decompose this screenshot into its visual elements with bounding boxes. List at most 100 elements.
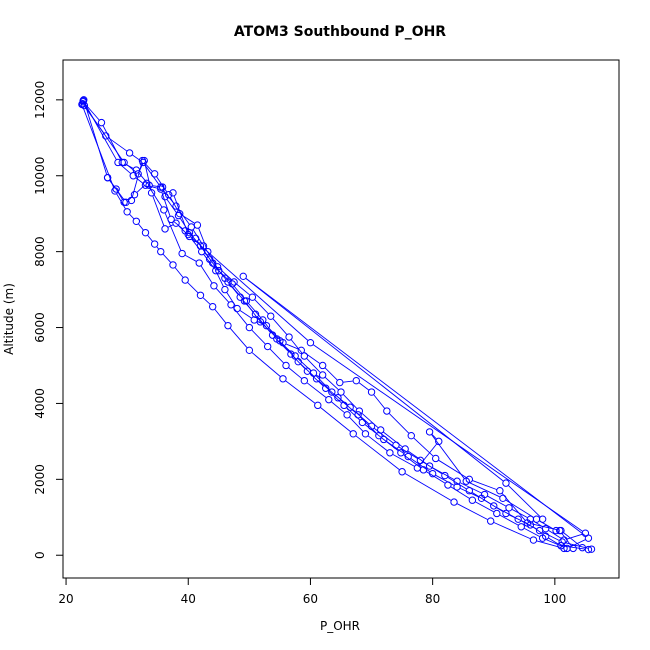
series-7-segment (413, 437, 434, 457)
series-6-point (343, 411, 351, 419)
series-7-point (578, 543, 587, 552)
series-2-point (490, 502, 498, 510)
series-3-point (453, 477, 461, 485)
series-1-segment (564, 545, 586, 550)
series-6-segment (306, 382, 327, 398)
series-2-point (175, 209, 184, 218)
series-3-segment (173, 195, 188, 232)
series-5-point (208, 302, 217, 311)
series-1-point (502, 509, 510, 518)
series-7-segment (343, 380, 353, 383)
series-4-point (444, 481, 452, 489)
series-1-point (428, 469, 437, 478)
series-1-point (251, 310, 260, 318)
series-4-point (239, 272, 247, 281)
series-3-segment (192, 229, 203, 244)
series-6-segment (561, 533, 572, 546)
series-5-segment (214, 309, 227, 324)
series-1-point (303, 367, 312, 375)
series-2-point (392, 441, 400, 449)
x-axis: 20 40 60 80 100 (58, 577, 566, 606)
series-3-point (318, 371, 327, 379)
series-6-point (263, 342, 272, 351)
series-2-point (558, 538, 566, 546)
series-6-point (245, 323, 254, 332)
series-2-segment (198, 228, 207, 249)
series-6-point (499, 494, 507, 503)
series-4-point (397, 449, 405, 457)
series-3-point (125, 149, 134, 157)
x-tick-label: 100 (543, 592, 566, 606)
series-3-point (248, 293, 257, 301)
series-4-point (312, 375, 321, 383)
series-5-segment (174, 267, 184, 278)
series-4-point (584, 534, 593, 542)
series-3-point (480, 490, 489, 499)
series-7-point (134, 170, 142, 178)
series-5-point (279, 375, 287, 383)
series-3-point (306, 339, 315, 347)
series-5-point (529, 536, 538, 544)
series-2-segment (447, 477, 467, 490)
series-4-segment (524, 528, 540, 537)
series-5-point (157, 247, 165, 256)
series-2-point (514, 515, 522, 523)
series-6-point (425, 428, 434, 436)
series-7-segment (438, 459, 467, 478)
series-4-point (517, 523, 525, 531)
series-5-point (150, 240, 159, 248)
series-7-point (432, 454, 440, 463)
series-2-segment (496, 507, 516, 518)
series-4-segment (403, 454, 421, 469)
series-5-point (486, 517, 495, 525)
x-tick-label: 40 (181, 592, 196, 606)
series-6-segment (232, 307, 248, 326)
series-6-point (361, 430, 370, 438)
series-4-point (375, 431, 383, 440)
series-2-point (80, 96, 88, 104)
series-5-segment (162, 253, 171, 263)
series-7-segment (373, 394, 385, 409)
series-5-segment (493, 522, 531, 540)
series-4-segment (499, 514, 519, 526)
series-5-segment (147, 235, 153, 242)
series-5-point (111, 187, 119, 195)
series-1-segment (460, 487, 479, 498)
series-7-segment (139, 163, 144, 171)
series-1-point (268, 331, 277, 339)
series-6-segment (431, 434, 437, 440)
series-6-point (122, 198, 130, 207)
series-5-segment (355, 435, 400, 470)
series-7-point (197, 247, 206, 256)
series-4-segment (300, 363, 315, 377)
series-4-segment (245, 278, 586, 537)
series-7-segment (358, 382, 370, 391)
series-2-point (328, 388, 336, 396)
series-1-point (236, 293, 244, 301)
series-1-point (97, 118, 106, 127)
series-6-segment (251, 329, 266, 345)
series-4-point (334, 394, 342, 402)
series-4-point (167, 215, 175, 224)
series-7-point (496, 487, 504, 495)
series-2-point (228, 280, 236, 288)
series-3-segment (236, 283, 250, 296)
y-tick-label: 6000 (33, 312, 47, 343)
series-3-segment (343, 394, 358, 409)
series-4-segment (173, 221, 183, 229)
series-1-point (453, 483, 461, 491)
series-6-point (386, 449, 394, 457)
series-7-segment (268, 327, 281, 341)
series-6-point (569, 544, 577, 553)
series-3-point (78, 99, 87, 108)
series-1-point (380, 435, 388, 444)
series-1-point (174, 211, 183, 220)
series-4-point (79, 96, 87, 105)
series-2-segment (220, 272, 231, 282)
series-2-point (165, 191, 173, 199)
series-4-segment (246, 303, 259, 320)
series-6-segment (288, 367, 302, 379)
series-5-segment (536, 540, 561, 548)
series-2-point (441, 471, 449, 480)
